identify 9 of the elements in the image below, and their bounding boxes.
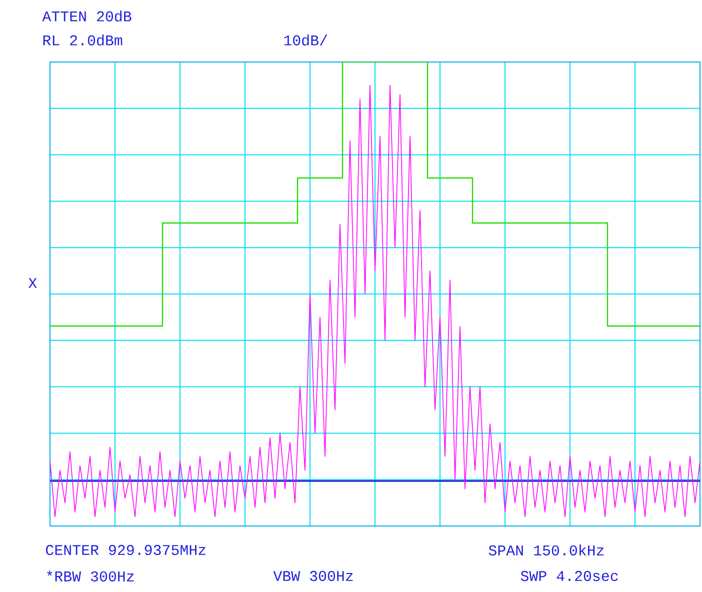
text: X: [28, 278, 37, 288]
text: 10dB/: [284, 34, 328, 46]
text: *RBW 300Hz: [47, 570, 134, 582]
text: ATTEN 20dB: [42, 10, 132, 22]
text: RL 2.0dBm: [43, 34, 122, 46]
text: CENTER 929.9375MHz: [46, 544, 206, 556]
text: VBW 300Hz: [273, 570, 353, 582]
text: SWP 4.20sec: [520, 570, 618, 582]
text: SPAN 150.0kHz: [488, 544, 604, 556]
